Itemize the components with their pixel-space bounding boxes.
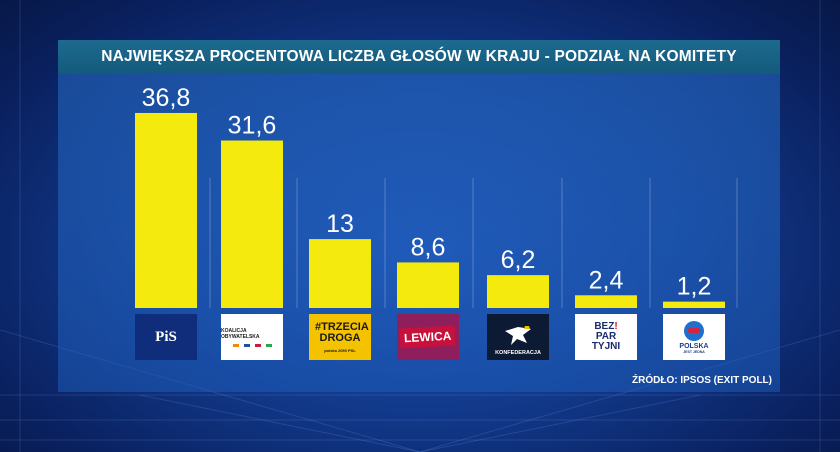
heart-icon	[684, 320, 704, 341]
bar-value-label: 13	[326, 210, 354, 238]
bar-value-label: 31,6	[228, 112, 277, 140]
bar-value-label: 2,4	[589, 266, 624, 294]
bar-6	[575, 295, 637, 308]
source-note: ŹRÓDŁO: IPSOS (EXIT POLL)	[632, 375, 772, 386]
logo-lewica: LEWICA	[397, 314, 459, 360]
logo-pjj-text: POLSKA	[679, 342, 709, 350]
logo-bez-line1: BEZ!	[594, 321, 618, 332]
logo-pjj-sub: JEST JEDNA	[683, 349, 705, 354]
chart-title: NAJWIĘKSZA PROCENTOWA LICZBA GŁOSÓW W KR…	[58, 40, 780, 74]
logo-koalicja-obywatelska: KOALICJA OBYWATELSKA	[221, 314, 283, 360]
bar-value-label: 8,6	[411, 233, 446, 261]
bar-2	[221, 140, 283, 308]
bar-value-label: 1,2	[677, 273, 712, 301]
bar-3	[309, 239, 371, 308]
logo-trzecia-droga: #TRZECIA DROGA polska 2050 PSL	[309, 314, 371, 360]
bar-1	[135, 112, 197, 309]
logo-bez-line3: TYJNI	[591, 341, 621, 352]
logo-ko-dots	[232, 343, 272, 347]
bar-value-label: 36,8	[142, 84, 191, 112]
bar-5	[487, 275, 549, 308]
logo-bezpartyjni: BEZ! PAR TYJNI	[575, 314, 637, 360]
logo-konf-text: KONFEDERACJA	[495, 350, 541, 356]
logo-pis: PiS	[135, 314, 197, 360]
logo-pis-text: PiS	[155, 328, 177, 345]
bar-4	[397, 262, 459, 308]
logo-td-sub: polska 2050 PSL	[324, 347, 356, 353]
logo-ko-text: KOALICJA OBYWATELSKA	[221, 327, 260, 340]
eagle-icon	[505, 326, 531, 345]
logo-td-text: #TRZECIA DROGA	[315, 320, 369, 344]
logo-konfederacja: KONFEDERACJA	[487, 314, 549, 360]
bar-value-label: 6,2	[501, 246, 536, 274]
logo-polska-jest-jedna: POLSKA JEST JEDNA	[663, 314, 725, 360]
logo-bez-line2: PAR	[595, 331, 617, 342]
bar-7	[663, 301, 725, 308]
logo-lewica-text: LEWICA	[399, 325, 457, 349]
